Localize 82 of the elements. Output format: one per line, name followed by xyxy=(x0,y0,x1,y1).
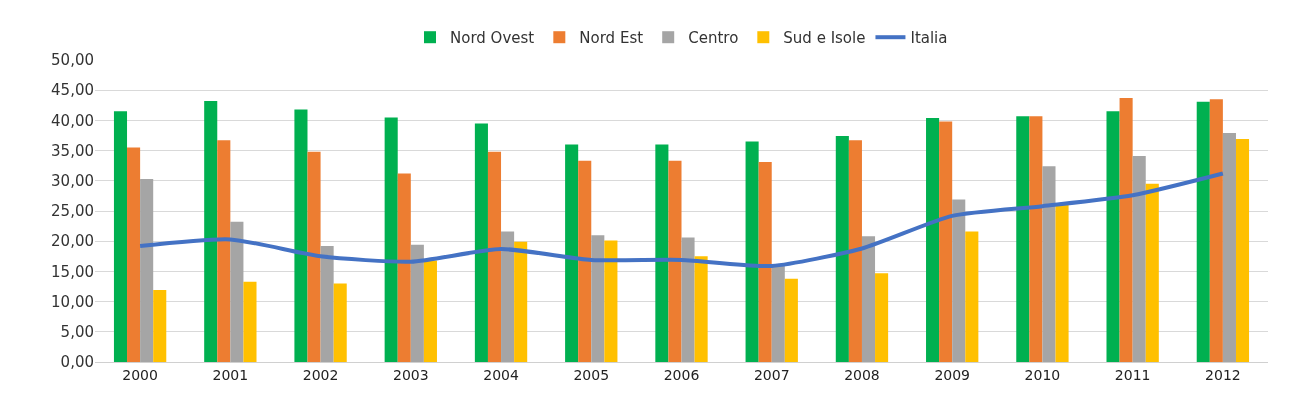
bar xyxy=(410,244,424,362)
x-tick-label: 2006 xyxy=(663,366,700,383)
bar xyxy=(758,162,772,362)
bar xyxy=(591,235,605,362)
bar xyxy=(320,246,334,362)
bar xyxy=(153,290,167,362)
y-tick-label: 10,00 xyxy=(51,292,94,311)
bar xyxy=(333,283,347,362)
bar xyxy=(668,160,682,362)
bar xyxy=(694,256,708,362)
bar xyxy=(243,281,257,362)
bar xyxy=(397,173,411,362)
bar xyxy=(514,241,528,362)
bar xyxy=(771,265,785,362)
x-tick-label: 2012 xyxy=(1205,366,1241,383)
bar xyxy=(604,240,618,362)
y-tick-label: 40,00 xyxy=(51,111,94,130)
y-tick-label: 5,00 xyxy=(60,323,94,342)
bar xyxy=(384,117,398,362)
bar xyxy=(1106,111,1120,362)
y-tick-label: 35,00 xyxy=(51,141,94,160)
bar xyxy=(745,141,759,362)
x-tick-label: 2003 xyxy=(392,366,429,383)
bar xyxy=(487,151,502,362)
bar xyxy=(1235,139,1250,362)
legend-label: Nord Ovest xyxy=(450,29,535,48)
bar xyxy=(204,101,218,362)
bar xyxy=(875,273,889,362)
bar xyxy=(952,199,966,362)
bar xyxy=(1222,133,1236,362)
y-tick-label: 45,00 xyxy=(51,81,94,100)
bar xyxy=(501,231,515,362)
y-tick-label: 25,00 xyxy=(51,202,94,221)
bar xyxy=(861,236,876,362)
bar xyxy=(1145,183,1159,362)
x-tick-label: 2010 xyxy=(1024,366,1061,383)
legend-label: Nord Est xyxy=(579,29,644,48)
bar xyxy=(1055,203,1069,362)
bar xyxy=(1196,101,1210,362)
bar xyxy=(926,117,940,362)
bar xyxy=(474,123,488,362)
bar xyxy=(423,260,437,362)
bar xyxy=(655,144,669,362)
bar xyxy=(784,278,798,362)
bar xyxy=(681,237,695,362)
bar xyxy=(127,147,141,362)
y-tick-label: 15,00 xyxy=(51,262,94,281)
y-tick-label: 30,00 xyxy=(51,172,94,191)
bar xyxy=(1016,116,1030,362)
legend-label: Sud e Isole xyxy=(783,29,866,48)
bar xyxy=(230,221,244,362)
bar xyxy=(848,140,862,362)
bar xyxy=(1029,116,1043,362)
bar xyxy=(140,178,154,362)
bar xyxy=(565,144,579,362)
x-tick-label: 2009 xyxy=(934,366,971,383)
bar xyxy=(965,231,979,362)
x-tick-label: 2011 xyxy=(1114,366,1151,383)
x-tick-label: 2008 xyxy=(844,366,880,383)
bar xyxy=(835,136,849,362)
x-tick-label: 2001 xyxy=(212,366,249,383)
line-series xyxy=(138,171,1225,268)
legend-label: Italia xyxy=(910,29,948,48)
y-tick-label: 20,00 xyxy=(51,232,94,251)
bar xyxy=(307,151,321,362)
x-tick-label: 2005 xyxy=(573,366,610,383)
bar xyxy=(939,121,953,362)
bar xyxy=(1132,156,1146,362)
bar xyxy=(1042,166,1056,362)
y-tick-label: 50,00 xyxy=(51,51,94,70)
bar xyxy=(113,111,128,362)
legend-label: Centro xyxy=(688,29,739,48)
bar xyxy=(294,109,308,362)
bar xyxy=(1119,98,1133,362)
bar xyxy=(217,140,231,362)
x-tick-label: 2004 xyxy=(483,366,519,383)
bar xyxy=(578,160,592,362)
y-tick-label: 0,00 xyxy=(60,353,94,372)
x-tick-label: 2002 xyxy=(302,366,339,383)
x-tick-label: 2000 xyxy=(122,366,158,383)
bar xyxy=(1209,99,1223,362)
x-tick-label: 2007 xyxy=(753,366,790,383)
